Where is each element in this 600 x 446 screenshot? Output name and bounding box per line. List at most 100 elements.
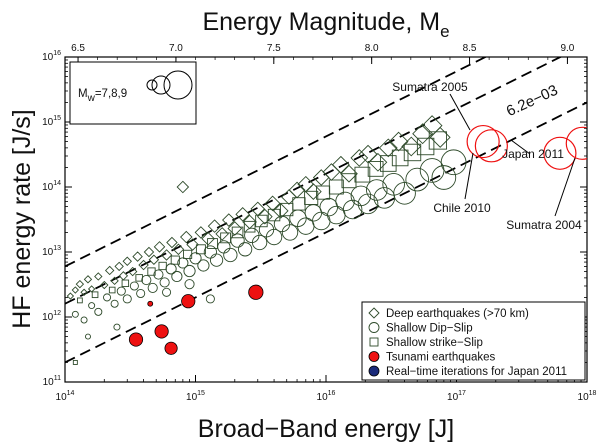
data-point — [138, 259, 149, 271]
data-point — [391, 149, 409, 167]
data-point — [122, 256, 132, 266]
data-point — [543, 136, 577, 170]
y-tick-label: 1016 — [42, 50, 61, 63]
data-point — [220, 232, 231, 244]
legend-label: Deep earthquakes (>70 km) — [386, 308, 529, 320]
x-tick-label: 1017 — [447, 390, 466, 403]
data-point — [171, 270, 183, 283]
x-tick-label: 1014 — [56, 390, 75, 403]
data-point — [328, 179, 344, 195]
magnitude-key: Mw=7,8,9 — [69, 61, 197, 125]
data-point — [80, 288, 88, 296]
data-point — [335, 191, 355, 212]
data-point — [237, 242, 253, 257]
annotation-leader — [449, 93, 471, 131]
data-point — [103, 293, 112, 302]
data-point — [431, 165, 457, 190]
data-point — [565, 126, 587, 160]
top-axis-tick-label: 7.5 — [267, 43, 281, 54]
y-tick-label: 1012 — [42, 310, 61, 323]
data-point — [379, 155, 397, 172]
data-point — [428, 131, 448, 150]
data-point — [80, 316, 88, 324]
data-point — [147, 282, 158, 293]
data-point — [205, 294, 215, 304]
data-point — [116, 286, 126, 296]
ratio-line — [65, 57, 488, 268]
data-point — [143, 246, 155, 258]
data-point — [172, 243, 185, 256]
data-point — [153, 269, 164, 280]
data-point — [72, 359, 78, 365]
data-point — [440, 149, 467, 176]
data-point — [267, 208, 281, 222]
data-point — [121, 279, 130, 288]
data-point — [94, 272, 103, 281]
magnitude-key-circle-8 — [151, 75, 171, 95]
data-point — [416, 137, 435, 156]
annotation-label: Sumatra 2005 — [392, 80, 468, 94]
legend-marker-circle — [368, 322, 380, 333]
data-point — [251, 234, 268, 251]
data-point — [350, 185, 372, 207]
y-tick-label: 1013 — [42, 245, 61, 258]
data-point — [75, 279, 85, 289]
data-point — [340, 164, 358, 183]
legend-marker-square — [369, 337, 379, 347]
data-point — [122, 294, 132, 304]
data-point — [147, 267, 156, 276]
data-point — [257, 208, 273, 225]
top-axis-tick-label: 8.0 — [365, 43, 379, 54]
data-point — [108, 286, 116, 294]
annotation-leader — [510, 139, 531, 155]
data-point — [76, 297, 83, 304]
annotation-label: Chile 2010 — [433, 201, 491, 215]
data-point — [166, 236, 178, 249]
data-point — [195, 244, 206, 255]
data-point — [110, 299, 119, 308]
top-axis-tick-label: 8.5 — [463, 43, 477, 54]
data-point — [141, 275, 152, 286]
top-axis-title: Energy Magnitude, Me — [202, 8, 449, 41]
legend-label: Tsunami earthquakes — [386, 352, 496, 364]
data-point — [388, 131, 409, 152]
data-point — [215, 227, 229, 241]
legend-label: Shallow strike−Slip — [386, 337, 483, 349]
legend: Deep earthquakes (>70 km) Shallow Dip−Sli… — [361, 301, 586, 381]
data-point — [94, 307, 103, 316]
magnitude-key-circle-9 — [163, 70, 193, 100]
y-axis-label: HF energy rate [J/s] — [8, 109, 36, 329]
y-tick-label: 1015 — [42, 115, 61, 128]
data-point — [223, 247, 238, 263]
data-point — [231, 226, 244, 239]
ratio-line — [65, 101, 587, 364]
data-point — [83, 275, 93, 284]
data-point — [148, 254, 160, 265]
data-point — [176, 180, 190, 194]
data-point — [186, 238, 199, 251]
data-point — [180, 230, 193, 244]
data-point — [354, 166, 371, 183]
top-axis-tick-label: 6.5 — [71, 43, 85, 54]
data-point — [136, 288, 146, 299]
data-point — [405, 167, 430, 192]
data-point — [114, 261, 124, 272]
data-point — [304, 183, 322, 200]
y-tick-label: 1011 — [43, 375, 61, 388]
data-point — [255, 214, 268, 228]
data-point — [88, 302, 96, 310]
data-point — [403, 143, 422, 162]
legend-marker-navy-circle — [368, 365, 380, 377]
data-point — [160, 249, 173, 261]
annotation-leader — [464, 152, 474, 200]
data-point — [264, 195, 281, 212]
ratio-line — [65, 57, 563, 305]
data-point — [85, 333, 91, 340]
legend-label: Real−time iterations for Japan 2011 — [386, 366, 567, 378]
data-point — [110, 276, 119, 286]
data-point — [207, 238, 218, 249]
data-point — [378, 138, 398, 158]
data-point — [71, 286, 80, 294]
data-point — [153, 241, 166, 253]
data-point — [132, 251, 143, 262]
